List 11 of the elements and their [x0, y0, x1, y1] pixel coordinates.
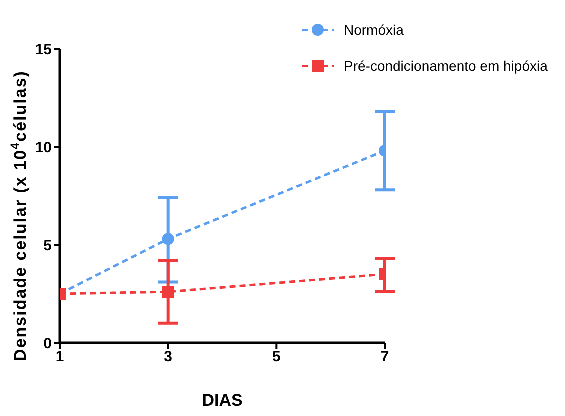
legend-label: Pré-condicionamento em hipóxia	[344, 58, 548, 74]
x-tick-label: 5	[272, 348, 281, 366]
legend-label: Normóxia	[344, 22, 404, 38]
x-axis-title: DIAS	[202, 391, 243, 410]
y-tick-label: 5	[44, 237, 52, 254]
y-tick-label: 0	[44, 335, 52, 352]
x-tick-label: 7	[380, 348, 390, 366]
y-tick-label: 10	[35, 139, 52, 156]
x-tick-label: 3	[164, 348, 173, 366]
y-tick-label: 15	[35, 41, 52, 58]
x-tick-label: 1	[56, 348, 64, 366]
